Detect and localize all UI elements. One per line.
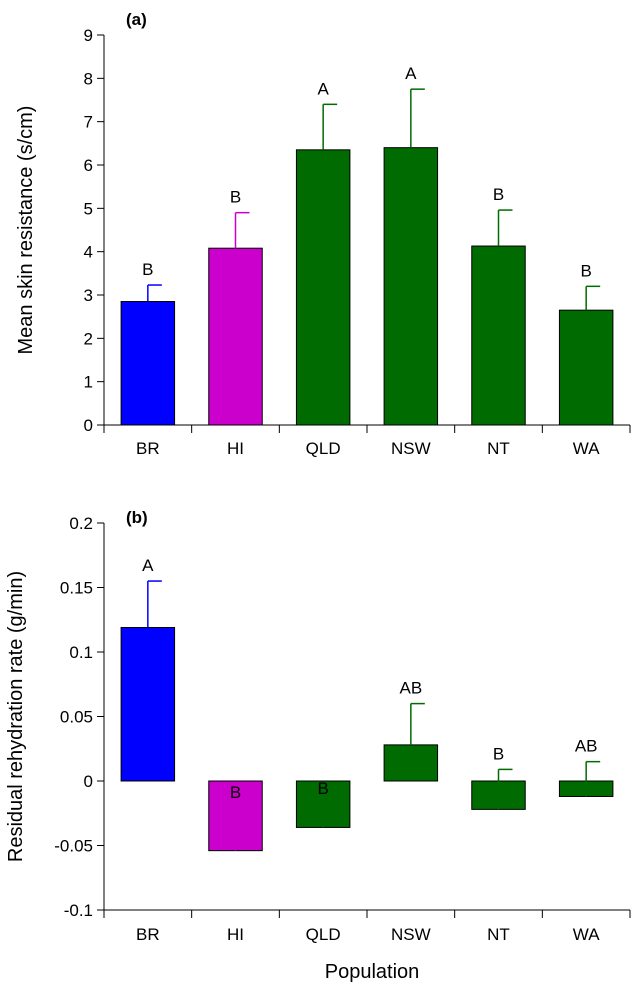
y-tick-label: -0.05: [54, 837, 93, 856]
significance-label: B: [493, 744, 504, 763]
y-tick-label: 8: [84, 69, 93, 88]
significance-label: B: [230, 188, 241, 207]
panel-a: 0 1 2 3 4 5 6 7 8 9 B BR B HI A QLD A NSW B NT B WA (a) Mean sk…: [15, 10, 631, 458]
y-tick-label: 0.1: [69, 643, 93, 662]
y-axis-title: Residual rehydration rate (g/min): [5, 571, 27, 862]
y-tick-label: 0.15: [60, 579, 93, 598]
significance-label: B: [142, 260, 153, 279]
significance-label: A: [317, 79, 329, 98]
y-tick-label: 7: [84, 113, 93, 132]
x-tick-label: NT: [487, 439, 510, 458]
bar-nsw: [383, 147, 439, 426]
bar-nsw: [383, 744, 439, 782]
y-tick-label: 4: [84, 243, 93, 262]
significance-label: B: [317, 779, 328, 798]
significance-label: AB: [399, 679, 422, 698]
y-tick-label: 9: [84, 26, 93, 45]
x-axis-title: Population: [325, 961, 420, 983]
y-tick-label: 3: [84, 286, 93, 305]
y-tick-label: 0.05: [60, 708, 93, 727]
y-tick-label: 0.2: [69, 514, 93, 533]
x-tick-label: HI: [227, 439, 244, 458]
y-tick-label: 0: [84, 416, 93, 435]
bar-br: [120, 626, 176, 782]
significance-label: A: [405, 64, 417, 83]
x-tick-label: QLD: [306, 439, 341, 458]
y-tick-label: -0.1: [64, 901, 93, 920]
x-tick-label: BR: [136, 439, 160, 458]
significance-label: A: [142, 556, 154, 575]
x-tick-label: NSW: [391, 925, 431, 944]
x-tick-label: BR: [136, 925, 160, 944]
bar-br: [120, 301, 176, 426]
bar-hi: [208, 247, 263, 426]
x-tick-label: NSW: [391, 439, 431, 458]
bar-nt: [471, 245, 526, 426]
y-tick-label: 1: [84, 373, 93, 392]
x-tick-label: WA: [573, 925, 600, 944]
x-tick-label: NT: [487, 925, 510, 944]
bar-wa: [558, 309, 614, 426]
significance-label: B: [230, 783, 241, 802]
x-tick-label: WA: [573, 439, 600, 458]
y-tick-label: 0: [84, 772, 93, 791]
y-tick-label: 6: [84, 156, 93, 175]
y-tick-label: 2: [84, 329, 93, 348]
x-tick-label: HI: [227, 925, 244, 944]
significance-label: B: [493, 185, 504, 204]
panel-label: (a): [126, 10, 147, 29]
y-axis-title: Mean skin resistance (s/cm): [15, 106, 37, 355]
y-tick-label: 5: [84, 199, 93, 218]
panel-label: (b): [126, 508, 148, 527]
significance-label: B: [580, 261, 591, 280]
panel-b: -0.1 -0.05 0 0.05 0.1 0.15 0.2 A BR B HI B QLD AB NSW B…: [5, 508, 631, 944]
x-tick-label: QLD: [306, 925, 341, 944]
bar-qld: [295, 149, 351, 426]
significance-label: AB: [575, 737, 598, 756]
